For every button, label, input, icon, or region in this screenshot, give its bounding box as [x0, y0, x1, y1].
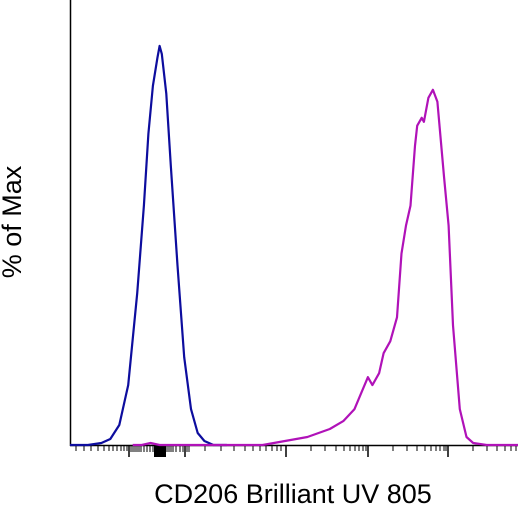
series-line-2	[132, 88, 518, 447]
series-line-1	[70, 44, 227, 447]
y-axis-label: % of Max	[0, 165, 27, 278]
series-lines	[70, 44, 518, 447]
axes	[69, 0, 518, 447]
x-axis-ticks	[75, 445, 517, 457]
x-axis-label: CD206 Brilliant UV 805	[154, 479, 432, 505]
